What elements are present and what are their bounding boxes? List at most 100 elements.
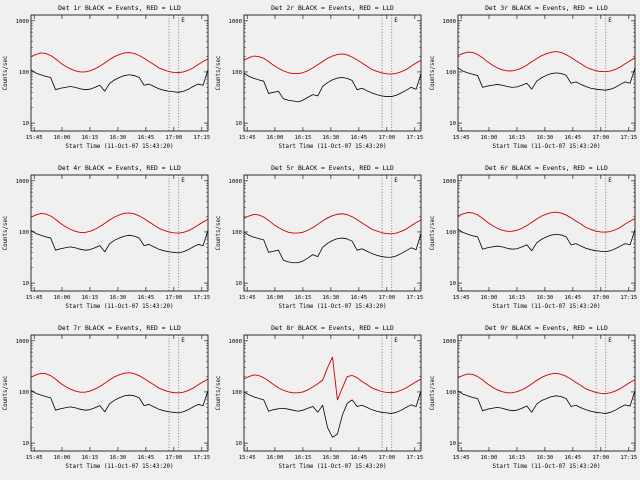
x-tick-label: 16:45: [137, 455, 154, 461]
x-axis-label: Start Time (11-Oct-07 15:43:20): [66, 144, 174, 150]
y-axis-label: Counts/sec: [430, 216, 436, 251]
y-tick-label: 1000: [16, 19, 29, 25]
y-axis-label: Counts/sec: [216, 216, 222, 251]
y-tick-label: 1000: [16, 179, 29, 185]
event-annotation: E: [181, 177, 185, 184]
series-events: [457, 390, 635, 414]
x-tick-label: 17:15: [407, 295, 424, 301]
plot-frame: [457, 14, 636, 132]
y-tick-label: 10: [22, 121, 29, 127]
series-lld: [244, 213, 422, 235]
plot-frame: [457, 174, 636, 292]
chart-panel-8: Det 8r BLACK = Events, RED = LLD 10 100 100…: [216, 324, 424, 470]
series-lld: [30, 372, 208, 394]
y-tick-label: 100: [19, 390, 29, 396]
x-tick-label: 16:30: [536, 135, 553, 141]
x-tick-label: 16:30: [110, 135, 127, 141]
x-tick-label: 15:45: [26, 295, 43, 301]
x-tick-label: 17:15: [407, 455, 424, 461]
event-annotation: E: [181, 337, 185, 344]
series-lld: [30, 52, 208, 74]
x-tick-label: 15:45: [26, 135, 43, 141]
chart-title: Det 8r BLACK = Events, RED = LLD: [271, 324, 394, 332]
x-tick-label: 16:00: [54, 135, 71, 141]
y-axis-label: Counts/sec: [430, 376, 436, 411]
x-tick-label: 16:45: [351, 135, 368, 141]
plot-frame: [243, 14, 422, 132]
x-tick-label: 16:45: [137, 135, 154, 141]
chart-panel-5: Det 5r BLACK = Events, RED = LLD 10 100 100…: [216, 164, 424, 310]
x-tick-label: 16:30: [323, 295, 340, 301]
x-tick-label: 15:45: [239, 135, 256, 141]
chart-title: Det 2r BLACK = Events, RED = LLD: [271, 4, 394, 12]
x-tick-label: 16:00: [480, 295, 497, 301]
y-tick-label: 1000: [16, 339, 29, 345]
x-tick-label: 16:15: [82, 295, 99, 301]
x-axis-label: Start Time (11-Oct-07 15:43:20): [492, 304, 600, 310]
plot-frame: [30, 334, 209, 452]
y-tick-label: 1000: [442, 179, 455, 185]
x-tick-label: 16:15: [82, 455, 99, 461]
plot-frame: [243, 334, 422, 452]
x-tick-label: 16:00: [267, 455, 284, 461]
y-tick-label: 100: [232, 230, 242, 236]
y-tick-label: 1000: [442, 339, 455, 345]
plot-frame: [243, 174, 422, 292]
x-tick-label: 16:30: [323, 455, 340, 461]
y-tick-label: 10: [236, 121, 243, 127]
plot-frame: [457, 334, 636, 452]
y-tick-label: 1000: [229, 19, 242, 25]
chart-panel-4: Det 4r BLACK = Events, RED = LLD 10 100 100…: [3, 164, 210, 310]
x-tick-label: 16:00: [54, 455, 71, 461]
y-axis-label: Counts/sec: [216, 376, 222, 411]
series-events: [244, 231, 422, 264]
x-tick-label: 16:30: [110, 295, 127, 301]
chart-title: Det 3r BLACK = Events, RED = LLD: [485, 4, 608, 12]
y-axis-label: Counts/sec: [216, 56, 222, 91]
x-axis-label: Start Time (11-Oct-07 15:43:20): [279, 304, 387, 310]
y-tick-label: 100: [19, 70, 29, 76]
x-tick-label: 17:15: [193, 295, 210, 301]
x-tick-label: 15:45: [239, 455, 256, 461]
x-axis-label: Start Time (11-Oct-07 15:43:20): [66, 464, 174, 470]
series-events: [30, 389, 208, 414]
y-tick-label: 10: [236, 441, 243, 447]
x-axis-label: Start Time (11-Oct-07 15:43:20): [66, 304, 174, 310]
series-lld: [244, 356, 422, 401]
event-annotation: E: [608, 177, 612, 184]
x-tick-label: 17:15: [620, 135, 637, 141]
series-events: [457, 228, 635, 253]
chart-panel-1: Det 1r BLACK = Events, RED = LLD 10 100 100…: [3, 4, 210, 150]
x-tick-label: 16:15: [295, 295, 312, 301]
chart-title: Det 1r BLACK = Events, RED = LLD: [58, 4, 181, 12]
x-tick-label: 16:30: [323, 135, 340, 141]
x-axis-label: Start Time (11-Oct-07 15:43:20): [279, 464, 387, 470]
x-tick-label: 16:45: [564, 135, 581, 141]
y-tick-label: 100: [19, 230, 29, 236]
x-tick-label: 16:15: [508, 455, 525, 461]
x-tick-label: 17:15: [620, 455, 637, 461]
series-events: [30, 229, 208, 254]
y-tick-label: 10: [449, 281, 456, 287]
x-tick-label: 16:00: [267, 295, 284, 301]
x-tick-label: 16:45: [564, 295, 581, 301]
x-tick-label: 16:45: [564, 455, 581, 461]
event-annotation: E: [395, 177, 399, 184]
series-events: [244, 390, 422, 438]
x-tick-label: 16:00: [54, 295, 71, 301]
chart-title: Det 4r BLACK = Events, RED = LLD: [58, 164, 181, 172]
event-annotation: E: [181, 17, 185, 24]
series-lld: [457, 372, 635, 395]
series-events: [244, 72, 422, 103]
event-annotation: E: [608, 337, 612, 344]
y-tick-label: 10: [449, 441, 456, 447]
y-tick-label: 10: [236, 281, 243, 287]
x-tick-label: 17:00: [379, 295, 396, 301]
event-annotation: E: [395, 17, 399, 24]
x-tick-label: 16:00: [480, 135, 497, 141]
y-tick-label: 100: [232, 390, 242, 396]
y-tick-label: 100: [446, 70, 456, 76]
chart-panel-7: Det 7r BLACK = Events, RED = LLD 10 100 100…: [3, 324, 210, 470]
x-tick-label: 17:15: [193, 455, 210, 461]
y-tick-label: 1000: [229, 339, 242, 345]
